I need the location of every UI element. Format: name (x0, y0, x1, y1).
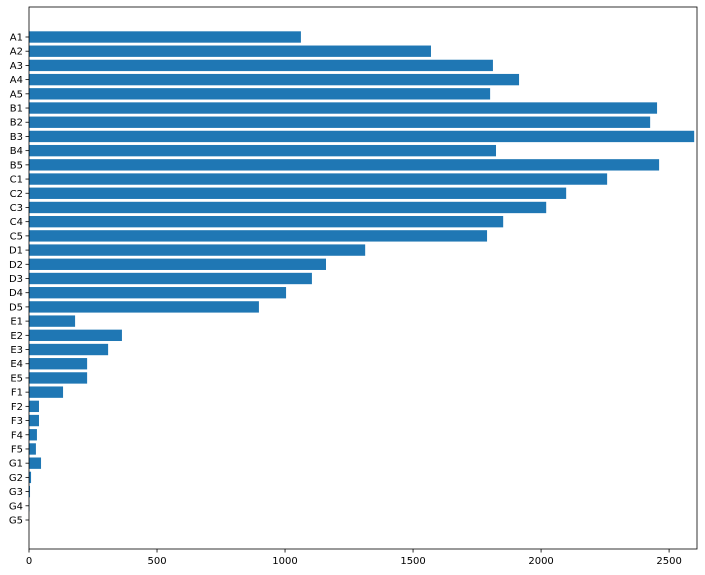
bar (29, 429, 37, 441)
y-tick-label: A1 (10, 33, 23, 44)
y-tick-label: D1 (9, 246, 23, 257)
y-tick-label: C5 (10, 231, 23, 242)
bar (29, 73, 520, 86)
y-tick-label: E5 (10, 373, 23, 384)
y-tick-label: F3 (11, 416, 23, 427)
y-tick-label: D5 (9, 302, 23, 313)
x-tick-label: 2000 (528, 556, 553, 567)
y-tick-label: D3 (9, 274, 23, 285)
bar (29, 88, 491, 100)
bar (29, 187, 567, 199)
y-tick-label: A4 (10, 75, 23, 86)
y-tick-label: C1 (10, 175, 23, 186)
y-tick-label: A5 (10, 89, 23, 100)
y-tick-label: A2 (10, 47, 23, 58)
y-tick-label: F1 (11, 388, 23, 399)
y-tick-label: G1 (9, 459, 23, 470)
bar (29, 258, 327, 270)
y-tick-label: D4 (9, 288, 23, 299)
y-tick-label: B1 (10, 104, 23, 115)
bar (29, 31, 301, 43)
y-tick-label: C4 (10, 217, 23, 228)
bar (29, 102, 658, 114)
bar (29, 315, 76, 327)
bar (29, 414, 39, 427)
y-tick-label: C2 (10, 189, 23, 200)
y-tick-label: E4 (10, 359, 23, 370)
bar (29, 201, 547, 214)
x-tick-label: 1000 (272, 556, 297, 567)
bar (29, 386, 64, 398)
x-tick-label: 500 (147, 556, 166, 567)
x-tick-label: 1500 (400, 556, 425, 567)
bar (29, 173, 608, 185)
bar (29, 144, 497, 157)
y-tick-label: G2 (9, 473, 23, 484)
bar (29, 244, 366, 256)
bar (29, 287, 287, 299)
bar (29, 457, 42, 469)
y-tick-label: B5 (10, 160, 23, 171)
bar (29, 59, 493, 72)
bar (29, 329, 122, 342)
y-tick-label: F2 (11, 402, 23, 413)
bar (29, 358, 88, 370)
x-tick-label: 0 (26, 556, 32, 567)
bar (29, 443, 36, 455)
y-tick-label: F4 (11, 430, 23, 441)
bar (29, 230, 488, 242)
bar (29, 400, 39, 413)
y-tick-label: A3 (10, 61, 23, 72)
bar (29, 343, 109, 356)
y-tick-label: B4 (10, 146, 23, 157)
y-tick-label: E2 (10, 331, 23, 342)
y-tick-label: E3 (10, 345, 23, 356)
y-tick-label: C3 (10, 203, 23, 214)
bar (29, 215, 504, 228)
bar (29, 116, 651, 128)
bar (29, 130, 695, 143)
bar (29, 471, 32, 484)
bar (29, 272, 312, 285)
bar (29, 45, 431, 57)
y-tick-label: G3 (9, 487, 23, 498)
y-tick-label: B2 (10, 118, 23, 129)
y-tick-label: D2 (9, 260, 23, 271)
y-tick-label: E1 (10, 317, 23, 328)
bar (29, 485, 31, 498)
y-tick-label: B3 (10, 132, 23, 143)
bar (29, 301, 259, 313)
x-tick-label: 2500 (656, 556, 681, 567)
y-tick-label: F5 (11, 444, 23, 455)
y-tick-label: G4 (9, 501, 23, 512)
bar (29, 159, 660, 171)
y-tick-label: G5 (9, 516, 23, 527)
bar (29, 372, 88, 384)
plot-frame (28, 6, 698, 550)
